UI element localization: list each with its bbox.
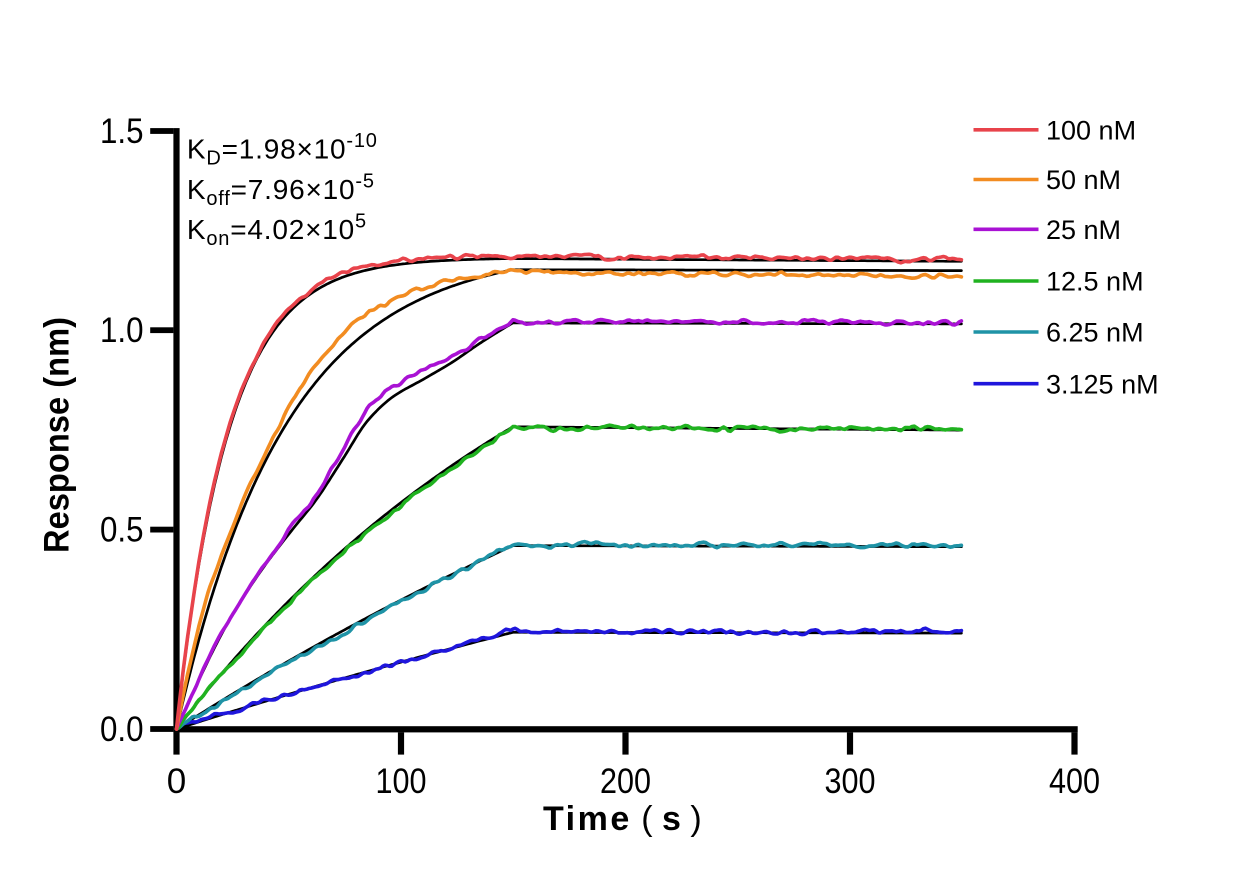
svg-text:400: 400: [1049, 762, 1100, 801]
svg-text:Time ( s ): Time ( s ): [543, 800, 702, 838]
svg-text:1.5: 1.5: [100, 112, 144, 151]
svg-text:6.25 nM: 6.25 nM: [1046, 318, 1144, 348]
svg-text:100 nM: 100 nM: [1046, 115, 1136, 145]
svg-text:200: 200: [600, 762, 651, 801]
svg-text:25 nM: 25 nM: [1046, 215, 1121, 245]
svg-text:Response (nm): Response (nm): [38, 317, 77, 553]
svg-text:300: 300: [825, 762, 876, 801]
svg-text:12.5 nM: 12.5 nM: [1046, 267, 1144, 297]
svg-text:0.5: 0.5: [100, 510, 144, 549]
svg-text:0: 0: [167, 762, 186, 801]
svg-text:0.0: 0.0: [100, 710, 144, 749]
svg-text:50 nM: 50 nM: [1046, 165, 1121, 195]
svg-text:3.125 nM: 3.125 nM: [1046, 369, 1159, 399]
svg-text:1.0: 1.0: [100, 311, 144, 350]
svg-text:100: 100: [376, 762, 427, 801]
